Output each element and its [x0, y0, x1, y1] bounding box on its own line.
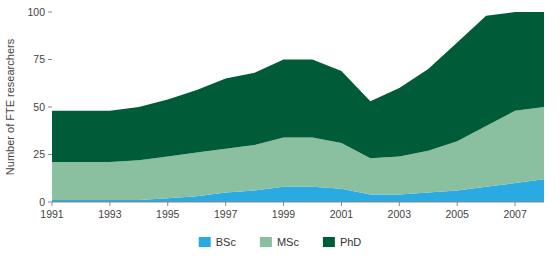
y-tick-label: 25 — [33, 148, 45, 160]
legend-label: PhD — [340, 236, 361, 248]
y-tick — [48, 202, 52, 203]
x-tick — [399, 202, 400, 206]
legend-swatch — [260, 237, 272, 247]
x-tick — [109, 202, 110, 206]
x-axis-line — [52, 202, 544, 203]
legend-label: MSc — [277, 236, 300, 248]
x-tick-label: 1995 — [156, 208, 180, 220]
x-tick-label: 2005 — [445, 208, 469, 220]
x-tick — [225, 202, 226, 206]
y-tick — [48, 12, 52, 13]
y-tick-label: 50 — [33, 101, 45, 113]
x-tick-label: 1997 — [214, 208, 238, 220]
x-tick-label: 1991 — [40, 208, 64, 220]
x-tick-label: 1999 — [272, 208, 296, 220]
y-tick-label: 75 — [33, 53, 45, 65]
area — [52, 12, 544, 162]
x-tick-label: 2003 — [388, 208, 412, 220]
legend: BSc MSc PhD — [199, 236, 362, 248]
x-tick — [283, 202, 284, 206]
x-tick-label: 2001 — [330, 208, 354, 220]
x-tick — [457, 202, 458, 206]
areas — [52, 12, 544, 202]
y-tick — [48, 59, 52, 60]
x-tick — [167, 202, 168, 206]
x-tick — [515, 202, 516, 206]
legend-label: BSc — [216, 236, 237, 248]
x-tick-label: 2007 — [503, 208, 527, 220]
legend-swatch — [323, 237, 335, 247]
x-tick — [341, 202, 342, 206]
legend-swatch — [199, 237, 211, 247]
y-tick-label: 0 — [39, 196, 45, 208]
x-tick — [52, 202, 53, 206]
y-tick — [48, 107, 52, 108]
y-axis-label: Number of FTE researchers — [4, 38, 16, 175]
x-tick-label: 1993 — [98, 208, 122, 220]
y-tick-label: 100 — [27, 6, 45, 18]
chart: 1991 1993 1995 1997 1999 2001 2003 2005 2007 0 25 5… — [0, 0, 560, 260]
y-tick — [48, 154, 52, 155]
